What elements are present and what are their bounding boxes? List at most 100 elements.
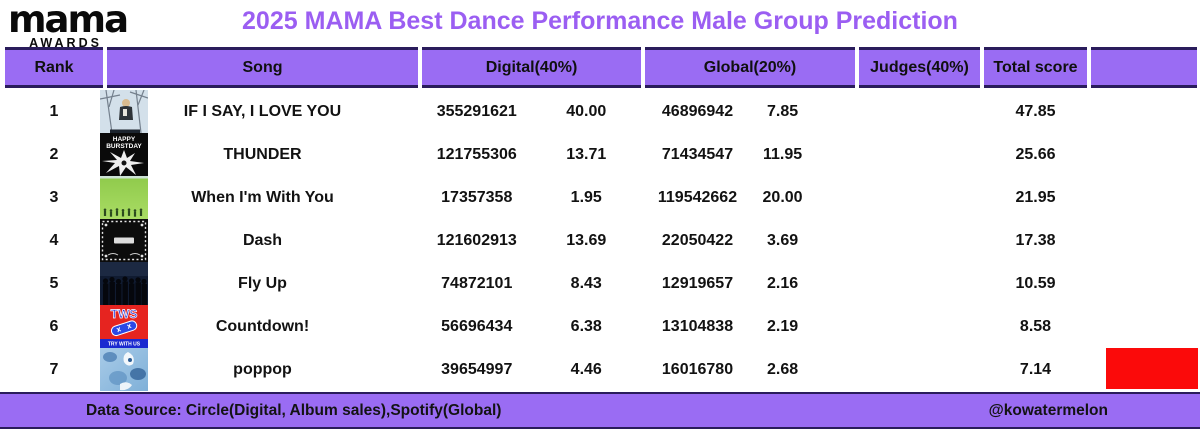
digital-score: 4.46 [570,360,602,378]
global-streams: 22050422 [661,231,734,249]
table-row: 5 Fly Up 74872101 8.43 12919 [5,262,1197,305]
col-header-song: Song [107,47,418,88]
total-score-cell: 21.95 [1015,188,1056,206]
song-title: THUNDER [223,145,302,163]
album-art-countdown: TWS TRY WITH US [100,305,148,348]
rank-cell: 5 [49,274,59,292]
song-title: When I'm With You [191,188,334,206]
judges-cell [859,305,980,348]
empty-cell [1091,133,1197,176]
col-header-digital: Digital(40%) [422,47,641,88]
empty-cell [1091,262,1197,305]
song-cell: Dash [100,219,418,262]
album-art-dash [100,219,148,262]
total-score-cell: 25.66 [1015,145,1056,163]
global-streams: 13104838 [661,317,734,335]
digital-streams: 39654997 [441,360,513,378]
table-row: 4 Dash 121602913 13.69 22050422 3.69 17.… [5,219,1197,262]
table-header-row: Rank Song Digital(40%) Global(20%) Judge… [5,47,1197,88]
global-score: 2.16 [766,274,799,292]
global-cell: 71434547 11.95 [645,133,855,176]
total-score-cell: 47.85 [1015,102,1056,120]
rank-cell: 3 [49,188,59,206]
global-score: 20.00 [762,188,803,206]
svg-text:TRY WITH US: TRY WITH US [108,342,141,348]
song-cell: TWS TRY WITH US Countdown! [100,305,418,348]
album-art-fly-up [100,262,148,305]
total-score-cell: 8.58 [1019,317,1052,335]
svg-text:TWS: TWS [111,307,138,321]
digital-score: 13.71 [566,145,607,163]
album-art-poppop [100,348,148,391]
rank-cell: 2 [49,145,59,163]
album-art-thunder: HAPPY BURSTDAY [100,133,148,176]
judges-cell [859,90,980,133]
col-header-global: Global(20%) [645,47,855,88]
total-score-cell: 10.59 [1015,274,1056,292]
rank-cell: 1 [49,102,59,120]
table-row: 1 IF I SAY, I LOVE YOU 355291621 40.00 4… [5,90,1197,133]
global-cell: 119542662 20.00 [645,176,855,219]
global-streams: 46896942 [661,102,734,120]
prediction-table: Rank Song Digital(40%) Global(20%) Judge… [5,47,1197,391]
song-cell: HAPPY BURSTDAY THUNDER [100,133,418,176]
song-cell: poppop [100,348,418,391]
global-score: 11.95 [762,145,803,163]
empty-cell [1091,176,1197,219]
table-row: 6 TWS TRY WITH US Countdown! 56696434 6.… [5,305,1197,348]
table-row: 3 When I'm With You [5,176,1197,219]
digital-cell: 39654997 4.46 [422,348,641,391]
data-source-note: Data Source: Circle(Digital, Album sales… [86,401,502,419]
empty-cell [1091,305,1197,348]
page-title: 2025 MAMA Best Dance Performance Male Gr… [242,7,958,35]
song-title: Fly Up [238,274,287,292]
digital-score: 13.69 [566,231,607,249]
digital-cell: 74872101 8.43 [422,262,641,305]
global-score: 2.68 [766,360,799,378]
album-art-countdown: TWS TRY WITH US [100,305,148,348]
song-title: poppop [233,360,292,378]
svg-text:HAPPY: HAPPY [113,136,136,143]
global-streams: 16016780 [661,360,734,378]
table-row: 7 poppop 39654997 4.46 1601 [5,348,1197,391]
mama-logo-subtext: AWARDS [29,36,102,51]
digital-streams: 121602913 [436,231,517,249]
digital-streams: 56696434 [441,317,513,335]
album-art-if-i-say [100,90,148,133]
judges-cell [859,133,980,176]
rank-cell: 7 [49,360,59,378]
song-title: Countdown! [215,317,310,335]
rank-cell: 6 [49,317,59,335]
digital-streams: 121755306 [436,145,517,163]
global-streams: 119542662 [657,188,738,206]
judges-cell [859,262,980,305]
mama-awards-logo: mama AWARDS [8,0,129,51]
digital-cell: 355291621 40.00 [422,90,641,133]
global-streams: 71434547 [661,145,734,163]
highlight-red-box [1106,348,1198,389]
album-art-thunder: HAPPY BURSTDAY [100,133,148,176]
table-body: 1 IF I SAY, I LOVE YOU 355291621 40.00 4… [5,90,1197,391]
col-header-rank: Rank [5,47,103,88]
total-score-cell: 7.14 [1019,360,1052,378]
global-cell: 22050422 3.69 [645,219,855,262]
col-header-total: Total score [984,47,1087,88]
digital-score: 1.95 [570,188,602,206]
rank-cell: 4 [49,231,59,249]
global-score: 7.85 [766,102,799,120]
song-title: Dash [242,231,283,249]
digital-cell: 121755306 13.71 [422,133,641,176]
album-art-when-im-with-you [100,176,148,219]
album-art-poppop [100,348,148,391]
footer-bar: Data Source: Circle(Digital, Album sales… [0,392,1200,429]
digital-cell: 56696434 6.38 [422,305,641,348]
global-cell: 13104838 2.19 [645,305,855,348]
song-title: IF I SAY, I LOVE YOU [183,102,342,120]
digital-streams: 355291621 [436,102,517,120]
global-cell: 16016780 2.68 [645,348,855,391]
mama-logo-text: mama [8,0,129,41]
col-header-judges: Judges(40%) [859,47,980,88]
song-cell: Fly Up [100,262,418,305]
song-cell: IF I SAY, I LOVE YOU [100,90,418,133]
